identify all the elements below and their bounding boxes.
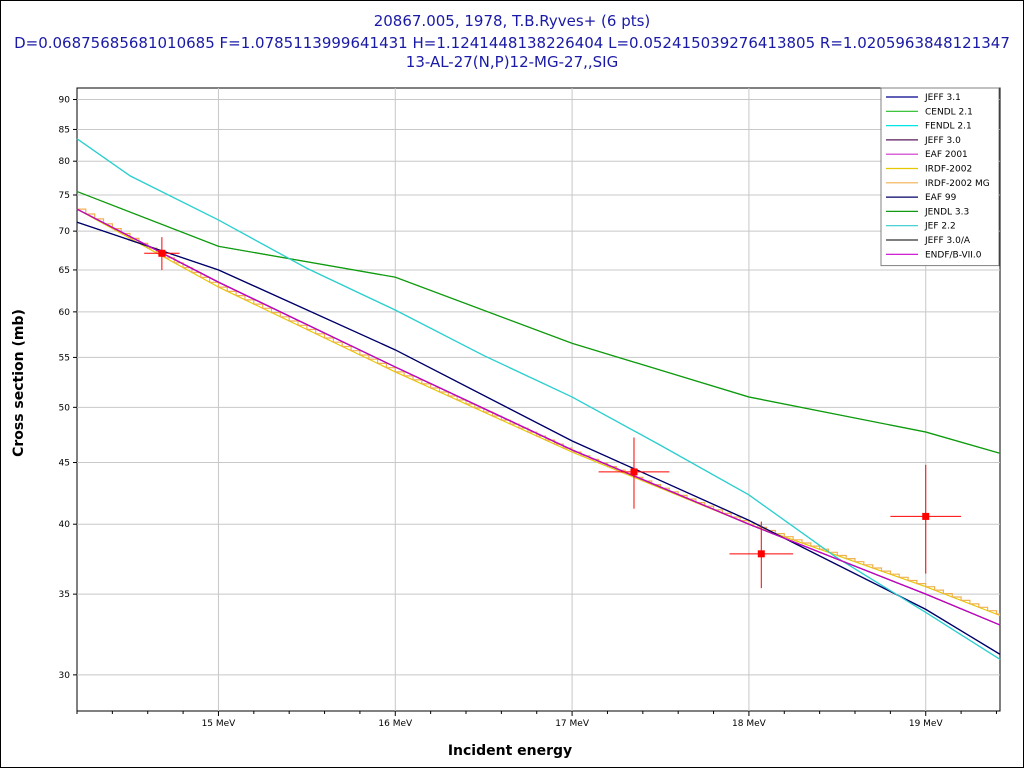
- data-point: [922, 512, 930, 520]
- y-tick-label: 45: [59, 459, 70, 469]
- series-layer: [76, 138, 1001, 660]
- chart-reaction: 13-AL-27(N,P)12-MG-27,,SIG: [405, 53, 619, 71]
- plot-area: [76, 87, 1001, 712]
- grid-layer: [77, 88, 1000, 711]
- y-tick-label: 80: [59, 157, 71, 167]
- data-point: [630, 468, 638, 476]
- y-tick-label: 35: [59, 590, 70, 600]
- legend-label: JEFF 3.1: [924, 93, 961, 103]
- x-tick-label: 16 MeV: [378, 719, 413, 729]
- x-tick-label: 15 MeV: [202, 719, 237, 729]
- legend-label: JEFF 3.0: [924, 136, 961, 146]
- y-tick-label: 60: [59, 308, 71, 318]
- series-line-irdf-2002-mg: [77, 208, 1000, 615]
- legend-label: EAF 99: [925, 193, 957, 203]
- y-axis-title: Cross section (mb): [11, 309, 27, 457]
- x-tick-label: 19 MeV: [909, 719, 944, 729]
- legend-label: IRDF-2002 MG: [925, 179, 990, 189]
- x-tick-label: 17 MeV: [555, 719, 590, 729]
- y-tick-label: 70: [59, 227, 71, 237]
- data-point: [158, 249, 166, 257]
- x-tick-label: 18 MeV: [732, 719, 767, 729]
- y-tick-label: 50: [59, 403, 71, 413]
- series-line-eaf-99: [76, 221, 1001, 655]
- legend-label: EAF 2001: [925, 150, 968, 160]
- y-tick-label: 40: [59, 520, 71, 530]
- y-tick-label: 75: [59, 191, 70, 201]
- legend-label: IRDF-2002: [925, 165, 972, 175]
- axis-layer: 30 35 40 45 50 55 60 65 70 75 80 85 90 15 MeV 16 MeV 17…: [59, 96, 997, 729]
- series-line-endf-b-vii-0: [76, 208, 1001, 626]
- legend-label: FENDL 2.1: [925, 122, 972, 132]
- y-tick-label: 85: [59, 125, 70, 135]
- chart-subtitle-parameters: D=0.06875685681010685 F=1.07851139996414…: [14, 34, 1010, 52]
- legend-box: [880, 87, 1000, 267]
- legend-label: JEFF 3.0/A: [924, 236, 971, 246]
- legend-label: ENDF/B-VII.0: [925, 250, 982, 260]
- data-point: [757, 550, 765, 558]
- y-tick-label: 65: [59, 266, 70, 276]
- legend: JEFF 3.1 CENDL 2.1 FENDL 2.1 JEFF 3.0 EAF 20…: [880, 87, 1000, 267]
- legend-label: JEF 2.2: [924, 222, 956, 232]
- y-tick-label: 30: [59, 671, 71, 681]
- experimental-points-layer: [144, 237, 962, 589]
- series-line-jendl-3-3: [76, 190, 1001, 454]
- y-tick-label: 55: [59, 353, 70, 363]
- x-axis-title: Incident energy: [448, 743, 572, 759]
- legend-label: CENDL 2.1: [925, 107, 973, 117]
- legend-label: JENDL 3.3: [924, 207, 969, 217]
- y-tick-label: 90: [59, 96, 71, 106]
- series-line-jef-2-2: [76, 138, 1001, 660]
- chart-title: 20867.005, 1978, T.B.Ryves+ (6 pts): [373, 12, 651, 30]
